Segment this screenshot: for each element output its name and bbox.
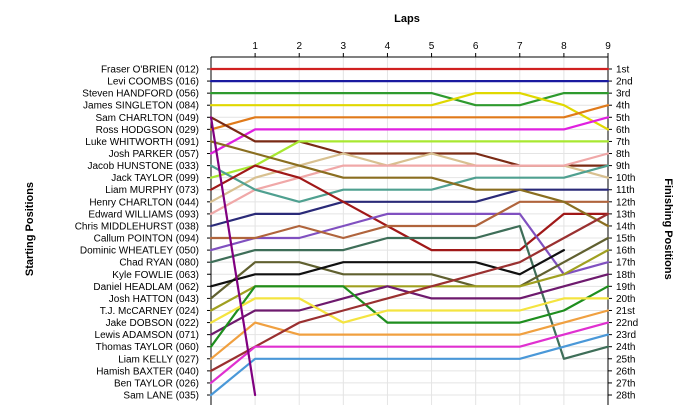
x-tick-label: 6: [473, 41, 479, 52]
driver-label: Liam KELLY (027): [118, 354, 199, 365]
series-line-21: [209, 273, 610, 336]
series-line-8: [209, 140, 610, 179]
tick-labels: 1 2 3 4 5 6 7 8 9 Fraser O'BRIEN (012)Levi COOMBS…: [75, 41, 639, 402]
driver-label: Liam MURPHY (073): [105, 185, 199, 196]
series-line-16: [209, 140, 610, 228]
y-axis-label-left: Starting Positions: [24, 182, 36, 276]
driver-label: Chad RYAN (080): [119, 258, 199, 269]
finishing-label: 27th: [616, 378, 635, 389]
series-line-19: [209, 249, 565, 288]
x-tick-label: 3: [341, 41, 347, 52]
finishing-label: 4th: [616, 101, 630, 112]
x-tick-label: 9: [605, 41, 611, 52]
series-line-26: [209, 321, 610, 384]
driver-label: Levi COOMBS (016): [107, 77, 199, 88]
chart-title: Laps: [394, 13, 420, 25]
x-tick-label: 1: [252, 41, 258, 52]
driver-label: Daniel HEADLAM (062): [93, 282, 199, 293]
finishing-label: 17th: [616, 258, 635, 269]
driver-label: Lewis ADAMSON (071): [95, 330, 199, 341]
finishing-label: 13th: [616, 209, 635, 220]
finishing-label: 12th: [616, 197, 635, 208]
finishing-label: 23rd: [616, 330, 636, 341]
x-tick-label: 2: [296, 41, 302, 52]
series-line-23: [209, 297, 610, 324]
series-line-18: [209, 236, 610, 300]
finishing-label: 24th: [616, 342, 635, 353]
finishing-label: 5th: [616, 113, 630, 124]
finishing-label: 18th: [616, 270, 635, 281]
driver-label: Ross HODGSON (029): [96, 125, 199, 136]
finishing-label: 8th: [616, 149, 630, 160]
driver-label: Dominic WHEATLEY (050): [80, 246, 199, 257]
series-line-28: [209, 116, 257, 397]
driver-label: Jacob HUNSTONE (033): [87, 161, 199, 172]
driver-label: Hamish BAXTER (040): [96, 366, 199, 377]
series-line-24: [209, 309, 610, 360]
driver-label: Sam CHARLTON (049): [95, 113, 199, 124]
gridlines: [211, 57, 609, 405]
driver-label: Luke WHITWORTH (091): [85, 137, 199, 148]
driver-label: Kyle FOWLIE (063): [112, 270, 199, 281]
finishing-label: 3rd: [616, 89, 630, 100]
finishing-label: 1st: [616, 65, 630, 76]
finishing-label: 28th: [616, 391, 635, 402]
driver-label: Chris MIDDLEHURST (038): [75, 221, 199, 232]
driver-label: Steven HANDFORD (056): [82, 89, 199, 100]
series-line-3: [209, 92, 610, 107]
finishing-label: 9th: [616, 161, 630, 172]
finishing-label: 22nd: [616, 318, 638, 329]
series-line-15: [209, 200, 610, 240]
series-line-10: [209, 152, 610, 215]
series-line-14: [209, 212, 610, 276]
series-line-25: [209, 212, 610, 372]
series-line-11: [209, 164, 610, 203]
series-line-27: [209, 333, 610, 397]
driver-label: Thomas TAYLOR (060): [96, 342, 199, 353]
driver-label: Jake DOBSON (022): [106, 318, 199, 329]
driver-label: Josh HATTON (043): [109, 294, 199, 305]
finishing-label: 11th: [616, 185, 635, 196]
finishing-label: 16th: [616, 246, 635, 257]
finishing-label: 19th: [616, 282, 635, 293]
finishing-label: 25th: [616, 354, 635, 365]
driver-label: Henry CHARLTON (044): [89, 197, 199, 208]
driver-label: Callum POINTON (094): [94, 234, 199, 245]
driver-label: Jack TAYLOR (099): [111, 173, 199, 184]
driver-label: T.J. McCARNEY (024): [100, 306, 199, 317]
finishing-label: 6th: [616, 125, 630, 136]
driver-label: Edward WILLIAMS (093): [88, 209, 199, 220]
driver-label: Fraser O'BRIEN (012): [101, 65, 199, 76]
series-line-12: [209, 188, 610, 228]
x-tick-label: 5: [429, 41, 435, 52]
y-axis-label-right: Finishing Positions: [662, 178, 674, 279]
series-line-4: [209, 92, 610, 131]
x-tick-label: 7: [517, 41, 523, 52]
x-tick-label: 4: [385, 41, 391, 52]
driver-label: Sam LANE (035): [123, 391, 199, 402]
finishing-label: 14th: [616, 221, 635, 232]
finishing-label: 7th: [616, 137, 630, 148]
driver-label: Ben TAYLOR (026): [114, 378, 199, 389]
finishing-label: 2nd: [616, 77, 633, 88]
finishing-label: 15th: [616, 234, 635, 245]
finishing-label: 21st: [616, 306, 635, 317]
series-lines: [209, 67, 610, 397]
finishing-label: 10th: [616, 173, 635, 184]
series-line-5: [209, 104, 610, 131]
driver-label: Josh PARKER (057): [109, 149, 199, 160]
series-line-6: [209, 116, 610, 155]
finishing-label: 26th: [616, 366, 635, 377]
x-tick-label: 8: [561, 41, 567, 52]
series-line-22: [209, 285, 610, 348]
driver-label: James SINGLETON (084): [83, 101, 199, 112]
finishing-label: 20th: [616, 294, 635, 305]
